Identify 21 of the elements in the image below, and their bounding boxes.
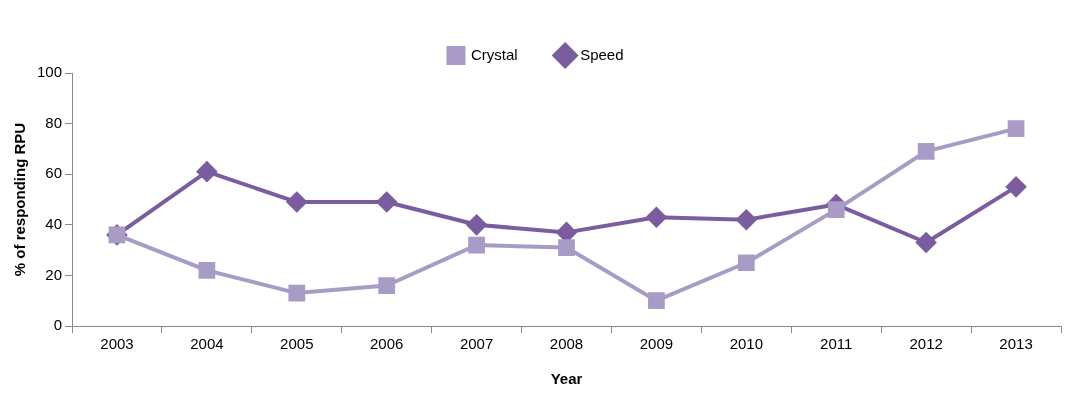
y-tick-label: 40 xyxy=(45,214,63,232)
x-tick-label: 2010 xyxy=(729,335,764,353)
x-tick-label: 2009 xyxy=(639,335,674,353)
x-tick-label: 2012 xyxy=(909,335,943,353)
x-tick-label: 2004 xyxy=(190,335,224,353)
x-tick-label: 2008 xyxy=(549,335,584,353)
y-tick-label: 100 xyxy=(37,63,63,81)
x-tick-label: 2013 xyxy=(999,335,1033,353)
x-tick-label: 2005 xyxy=(280,335,314,353)
legend-label: Crystal xyxy=(470,45,518,63)
x-tick-label: 2003 xyxy=(100,335,134,353)
y-tick-label: 60 xyxy=(45,164,63,182)
x-axis-title: Year xyxy=(550,370,583,388)
y-tick-label: 80 xyxy=(45,113,63,131)
x-tick-label: 2007 xyxy=(459,335,494,353)
y-tick-label: 0 xyxy=(53,316,63,334)
y-axis-title: % of responding RPU xyxy=(11,122,29,277)
x-tick-label: 2011 xyxy=(820,335,853,353)
legend-label: Speed xyxy=(580,45,624,63)
x-tick-label: 2006 xyxy=(370,335,404,353)
y-tick-label: 20 xyxy=(45,265,63,283)
